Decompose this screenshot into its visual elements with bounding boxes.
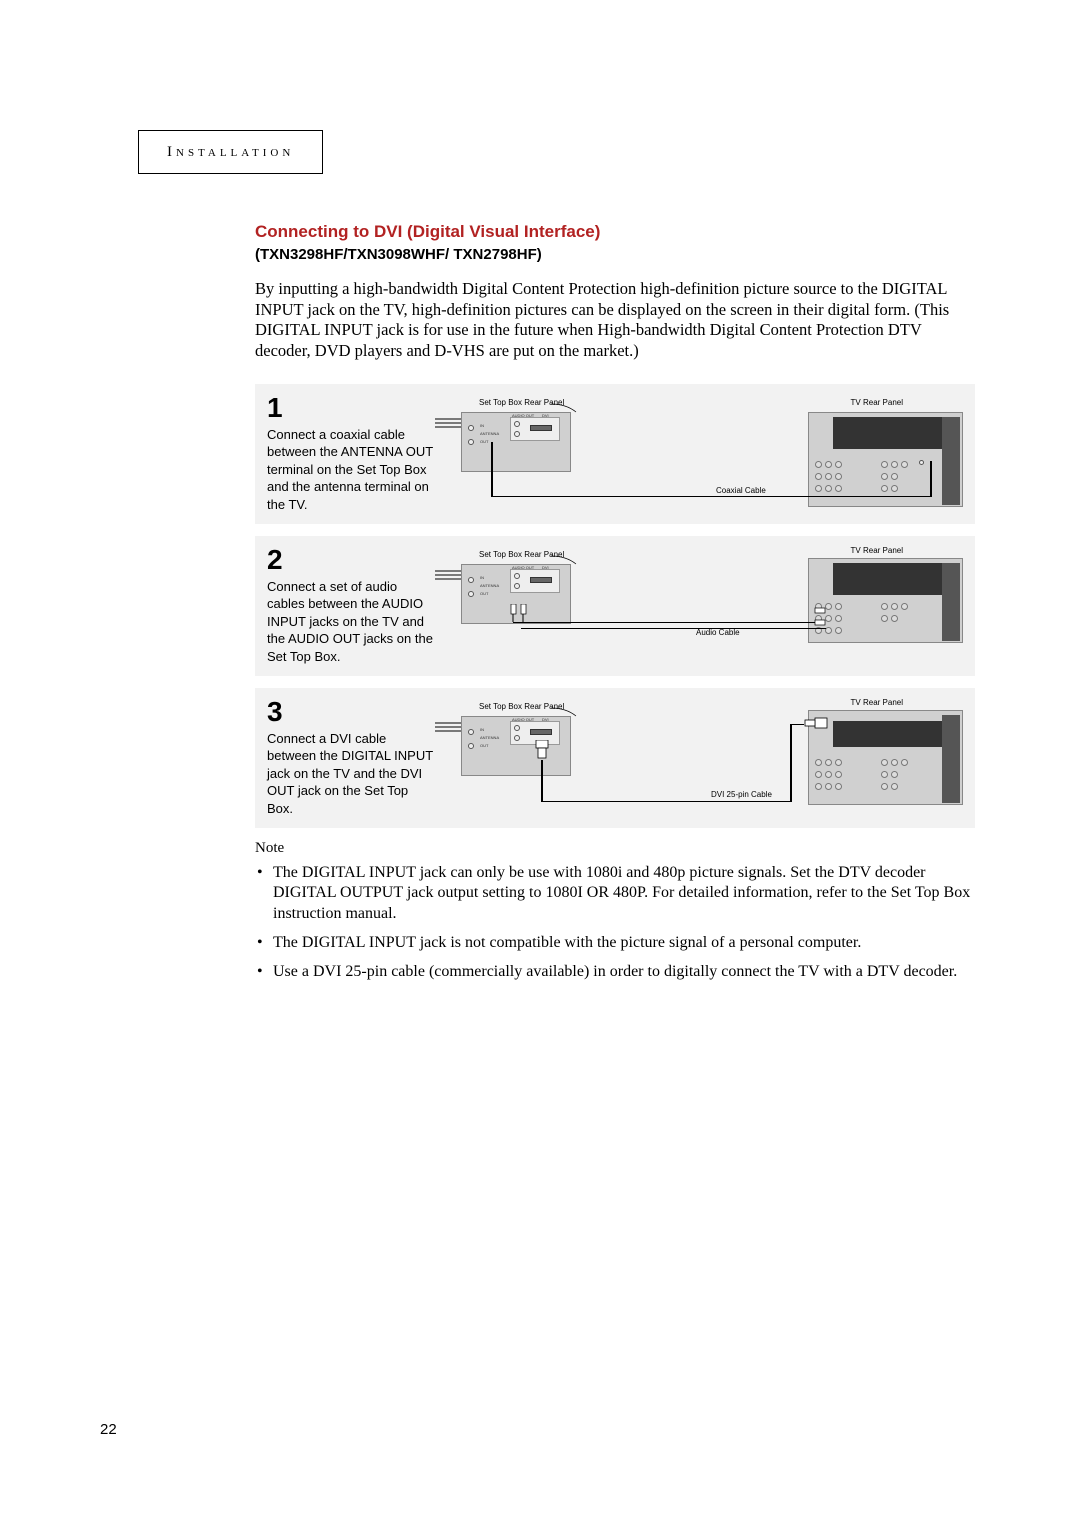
page-subheading: (TXN3298HF/TXN3098WHF/ TXN2798HF)	[255, 246, 975, 263]
tv-label: TV Rear Panel	[851, 398, 903, 407]
note-item: The DIGITAL INPUT jack is not compatible…	[255, 933, 975, 954]
note-title: Note	[255, 840, 975, 857]
step-box-2: 2 Connect a set of audio cables between …	[255, 536, 975, 676]
dvi-connector-icon	[533, 740, 553, 770]
step-number: 3	[267, 698, 437, 726]
tv-panel	[808, 558, 963, 643]
step-box-1: 1 Connect a coaxial cable between the AN…	[255, 384, 975, 524]
step-description: Connect a set of audio cables between th…	[267, 578, 437, 666]
cable-label: DVI 25-pin Cable	[711, 790, 772, 799]
tv-label: TV Rear Panel	[851, 698, 903, 707]
step-box-3: 3 Connect a DVI cable between the DIGITA…	[255, 688, 975, 828]
cable-label: Audio Cable	[696, 628, 740, 637]
stb-panel: AUDIO OUT DVI IN ANTENNA OUT	[461, 412, 571, 472]
antenna-icon	[435, 566, 461, 584]
page-number: 22	[100, 1421, 117, 1438]
antenna-icon	[435, 414, 461, 432]
note-item: Use a DVI 25-pin cable (commercially ava…	[255, 962, 975, 983]
step-description: Connect a coaxial cable between the ANTE…	[267, 426, 437, 514]
stb-panel: AUDIO OUT DVI IN ANTENNA OUT	[461, 716, 571, 776]
step-description: Connect a DVI cable between the DIGITAL …	[267, 730, 437, 818]
audio-connector-icon	[799, 606, 829, 630]
antenna-icon	[435, 718, 461, 736]
diagram-2: Set Top Box Rear Panel TV Rear Panel AUD…	[451, 546, 963, 666]
section-tab: Installation	[138, 130, 323, 174]
tv-label: TV Rear Panel	[851, 546, 903, 555]
audio-connector-icon	[509, 604, 531, 624]
note-list: The DIGITAL INPUT jack can only be use w…	[255, 863, 975, 983]
note-item: The DIGITAL INPUT jack can only be use w…	[255, 863, 975, 925]
diagram-3: Set Top Box Rear Panel TV Rear Panel AUD…	[451, 698, 963, 818]
tv-panel	[808, 710, 963, 805]
cable-label: Coaxial Cable	[716, 486, 766, 495]
section-label: Installation	[167, 144, 294, 160]
intro-paragraph: By inputting a high-bandwidth Digital Co…	[255, 279, 975, 362]
tv-panel	[808, 412, 963, 507]
dvi-connector-icon	[801, 716, 831, 732]
step-number: 1	[267, 394, 437, 422]
page-heading: Connecting to DVI (Digital Visual Interf…	[255, 222, 975, 242]
step-number: 2	[267, 546, 437, 574]
diagram-1: Set Top Box Rear Panel TV Rear Panel AUD…	[451, 394, 963, 514]
